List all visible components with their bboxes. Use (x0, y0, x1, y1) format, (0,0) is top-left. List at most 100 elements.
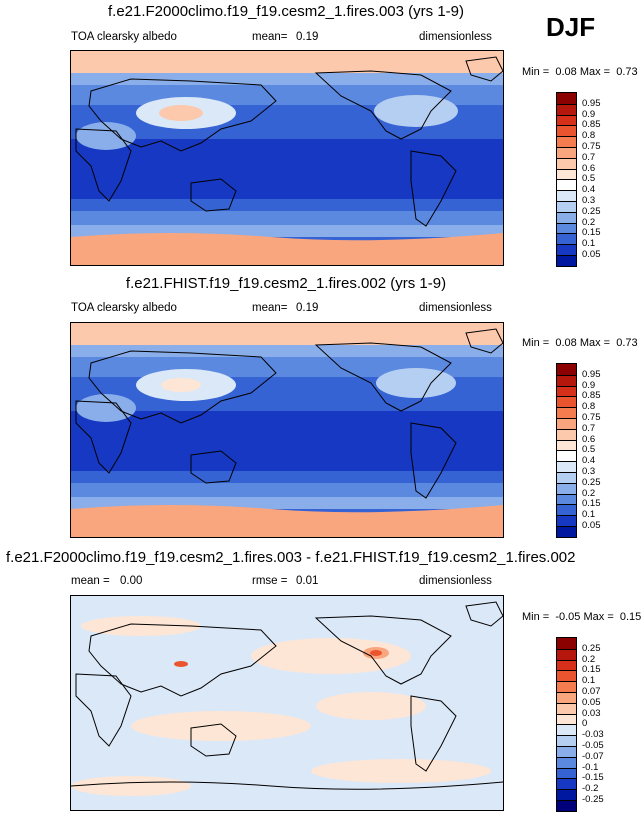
panel2-colorbar-swatch-9 (557, 461, 576, 472)
panel3-colorbar-tick-label: 0.1 (582, 675, 596, 687)
diff-patch-6 (316, 692, 426, 720)
panel1-colorbar-tick-label: 0.95 (582, 97, 601, 109)
panel1-colorbar-tick-label: 0.2 (582, 216, 596, 228)
panel3-colorbar-tick-label: 0.15 (582, 664, 601, 676)
panel1-colorbar-tick-label: 0.6 (582, 162, 596, 174)
panel2-colorbar-swatch-1 (557, 374, 576, 386)
panel2-mean-value: 0.19 (296, 302, 319, 314)
panel2-colorbar-tick-label: 0.1 (582, 509, 596, 521)
eurasia-coast (88, 78, 277, 152)
panel3-map-svg (71, 596, 503, 810)
panel1-colorbar-swatch-6 (557, 157, 576, 169)
panel2-colorbar-swatch-14 (557, 515, 576, 526)
panel2-colorbar-tick-label: 0.3 (582, 466, 596, 477)
panel1-colorbar-swatch-5 (557, 146, 576, 158)
eurasia-coast (88, 623, 277, 697)
panel1-colorbar-tick-label: 0.9 (582, 108, 596, 120)
panel3-colorbar-tick-label: -0.07 (582, 750, 604, 762)
panel1-map-svg (71, 51, 503, 265)
panel3-colorbar-swatch-11 (557, 756, 576, 768)
panel1-colorbar-tick-label: 0.7 (582, 151, 596, 163)
panel3-colorbar-swatch-5 (557, 691, 576, 703)
antarctica-fill (71, 233, 503, 265)
panel3-rmse-value: 0.01 (296, 575, 319, 587)
panel3-units: dimensionless (419, 575, 492, 587)
panel2-colorbar-tick-label: 0.85 (582, 390, 601, 402)
panel2-colorbar-swatch-8 (557, 450, 576, 462)
panel2-colorbar-swatch-10 (557, 471, 576, 483)
panel2-mean-label: mean= (252, 302, 288, 314)
arctic-band (71, 51, 503, 73)
panel2-max-value: 0.73 (616, 337, 638, 349)
greenland-coast (465, 601, 503, 627)
panel2-colorbar-tick-label: 0.15 (582, 498, 601, 510)
panel2-colorbar-tick-label: 0.8 (582, 401, 596, 413)
panel3-colorbar-swatch-14 (557, 789, 576, 800)
panel2-colorbar-tick-label: 0.5 (582, 444, 596, 456)
namerica-coast (314, 615, 452, 685)
namerica-coast (314, 342, 452, 412)
panel2-colorbar-tick-label: 0.4 (582, 455, 596, 467)
arctic-band (71, 323, 503, 345)
greenland-coast (465, 328, 503, 354)
panel2-colorbar-swatch-11 (557, 482, 576, 494)
panel3-colorbar-swatch-7 (557, 713, 576, 725)
diff-patch-4 (311, 759, 491, 783)
panel3-colorbar (556, 637, 577, 812)
panel1-mean-label: mean= (252, 31, 288, 43)
panel1-colorbar-swatch-12 (557, 222, 576, 234)
panel2-colorbar-swatch-0 (557, 364, 576, 375)
panel2-variable-label: TOA clearsky albedo (71, 302, 177, 314)
north-band-1 (71, 345, 503, 357)
panel2-min-label: Min = (522, 337, 550, 349)
south-band-1 (71, 483, 503, 497)
panel2-colorbar-swatch-2 (557, 385, 576, 397)
panel1-min-value: 0.08 (555, 66, 577, 78)
samerica-coast (410, 422, 457, 499)
panel3-colorbar-swatch-10 (557, 745, 576, 757)
panel1-colorbar-tick-label: 0.05 (582, 249, 601, 260)
tropical-band (71, 139, 503, 199)
africa-coast (75, 400, 132, 474)
panel1-colorbar (556, 92, 577, 267)
diff-patch-1 (81, 616, 201, 636)
south-band-1 (71, 211, 503, 225)
sahara-albedo (76, 394, 136, 422)
panel3-colorbar-swatch-8 (557, 724, 576, 736)
season-label: DJF (546, 12, 596, 42)
panel1-max-label: Max = (579, 66, 611, 78)
panel1-units: dimensionless (419, 31, 492, 43)
panel1-variable-label: TOA clearsky albedo (71, 31, 177, 43)
panel3-map (70, 595, 504, 811)
eurasia-coast (88, 350, 277, 424)
panel3-colorbar-swatch-1 (557, 648, 576, 660)
greenland-coast (465, 56, 503, 82)
africa-coast (75, 673, 132, 747)
panel3-colorbar-tick-label: -0.1 (582, 761, 599, 773)
samerica-coast (410, 695, 457, 772)
panel3-min-label: Min = (522, 611, 550, 623)
panel3-minmax: Min = -0.05 Max = 0.15 (522, 611, 641, 623)
panel2-title: f.e21.FHIST.f19_f19.cesm2_1.fires.002 (y… (125, 275, 447, 292)
panel2-max-label: Max = (579, 337, 611, 349)
panel3-max-label: Max = (583, 611, 614, 623)
panel2-colorbar-swatch-5 (557, 417, 576, 429)
panel2-colorbar-tick-label: 0.9 (582, 379, 596, 391)
panel3-colorbar-swatch-15 (557, 799, 576, 811)
panel2-colorbar-tick-label: 0.75 (582, 412, 601, 423)
tibet-high-albedo (161, 378, 201, 392)
panel1-colorbar-swatch-2 (557, 114, 576, 126)
panel3-colorbar-swatch-4 (557, 681, 576, 692)
panel3-mean-value: 0.00 (120, 575, 143, 587)
panel1-title: f.e21.F2000climo.f19_f19.cesm2_1.fires.0… (107, 3, 464, 20)
panel2-colorbar-tick-label: 0.25 (582, 476, 601, 488)
samerica-coast (410, 150, 457, 227)
diff-patch-2 (251, 638, 411, 674)
panel1-colorbar-swatch-8 (557, 179, 576, 191)
panel3-mean-label: mean = (71, 575, 110, 587)
panel1-minmax: Min = 0.08 Max = 0.73 (522, 66, 638, 78)
panel2-colorbar (556, 363, 577, 538)
panel1-colorbar-swatch-1 (557, 103, 576, 115)
panel3-colorbar-tick-label: 0.25 (582, 642, 601, 654)
panel2-units: dimensionless (419, 302, 492, 314)
